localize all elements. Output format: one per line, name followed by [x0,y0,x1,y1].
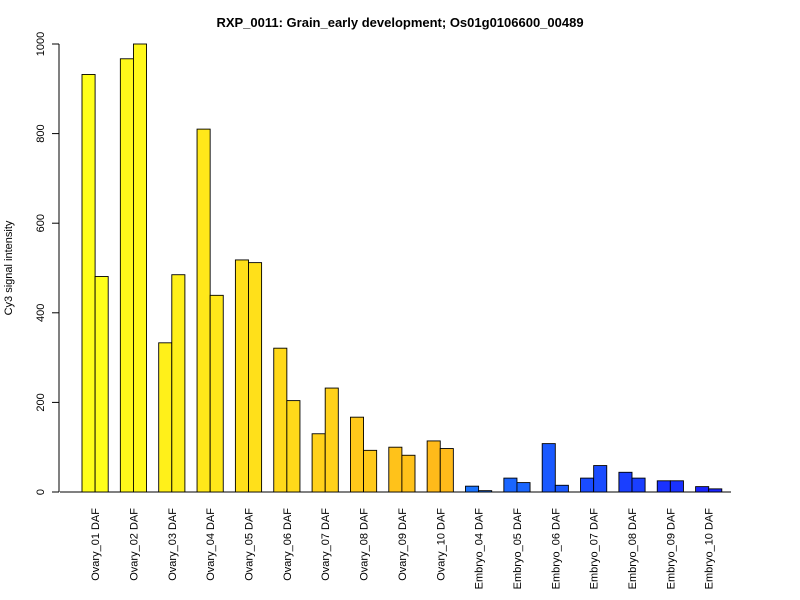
bar-series1 [234,259,249,493]
plot-area: 0 200 400 600 800 1000 Ovary_01 DAF Ovary_02 DA… [35,32,731,590]
bar-series2 [209,294,224,493]
x-tick-label: Ovary_07 DAF [320,508,332,581]
bar-series1 [465,485,480,493]
bar-series1 [350,416,365,493]
bar-series2 [593,465,608,493]
bar-series1 [119,58,134,493]
bar-series2 [439,448,454,493]
y-tick-label: 1000 [35,32,47,56]
x-tick-label: Ovary_02 DAF [128,508,140,581]
x-tick-label: Embryo_07 DAF [589,508,601,590]
bar-series1 [311,433,326,493]
x-tick-label: Ovary_05 DAF [244,508,256,581]
y-tick-label: 400 [35,304,47,322]
bar-series2 [401,454,416,493]
bar-series1 [158,342,173,493]
x-tick-label: Embryo_08 DAF [627,508,639,590]
bar-series1 [503,477,518,493]
bar-series1 [541,443,556,493]
y-axis-label: Cy3 signal intensity [3,220,15,315]
bar-series2 [132,43,147,493]
bar-series2 [94,276,109,493]
x-tick-label: Embryo_09 DAF [665,508,677,590]
bar-series1 [81,74,96,493]
bar-series2 [554,484,569,493]
x-tick-label: Embryo_05 DAF [512,508,524,590]
bar-series2 [363,449,378,493]
bar-series1 [695,486,710,493]
bar-series1 [618,471,633,493]
bar-series2 [286,400,301,493]
bar-series2 [171,274,186,493]
x-tick-label: Embryo_10 DAF [704,508,716,590]
y-tick-label: 0 [35,489,47,495]
chart-title: RXP_0011: Grain_early development; Os01g… [216,15,583,30]
bar-series2 [478,490,493,493]
x-tick-label: Ovary_08 DAF [359,508,371,581]
bar-series2 [248,262,263,493]
bar-series1 [426,440,441,493]
x-tick-label: Ovary_03 DAF [167,508,179,581]
bar-series1 [580,477,595,493]
bar-series2 [708,488,723,493]
bar-series2 [631,477,646,493]
bar-series2 [516,482,531,493]
x-tick-label: Embryo_04 DAF [474,508,486,590]
x-tick-label: Ovary_10 DAF [435,508,447,581]
x-tick-label: Ovary_06 DAF [282,508,294,581]
bar-series1 [196,128,211,493]
bar-series2 [324,387,339,493]
bar-series1 [388,446,403,493]
y-tick-label: 200 [35,393,47,411]
x-tick-label: Ovary_01 DAF [90,508,102,581]
x-tick-label: Ovary_09 DAF [397,508,409,581]
bar-series2 [669,480,684,493]
y-tick-label: 600 [35,214,47,232]
bar-series1 [273,347,288,493]
x-tick-label: Ovary_04 DAF [205,508,217,581]
x-tick-label: Embryo_06 DAF [550,508,562,590]
y-tick-label: 800 [35,124,47,142]
bar-series1 [656,480,671,493]
